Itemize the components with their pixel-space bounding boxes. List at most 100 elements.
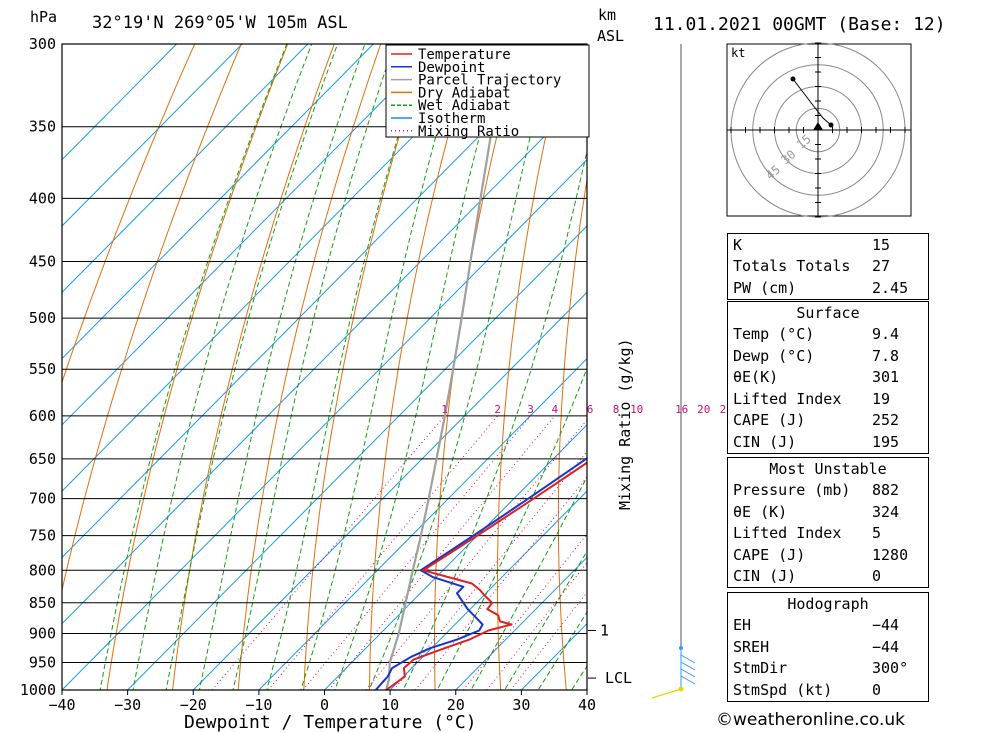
indices-panel-surface: Surface Temp (°C) 9.4 Dewp (°C) 7.8 θE(K) 301 L… bbox=[727, 301, 929, 454]
temperature-tick-label: 20 bbox=[447, 696, 465, 714]
mixing-ratio-label: 20 bbox=[697, 403, 710, 416]
isotherm-line bbox=[455, 556, 587, 690]
index-label: K bbox=[733, 235, 743, 254]
legend-label: Dewpoint bbox=[418, 60, 485, 76]
height-marker-label: 1 bbox=[600, 621, 609, 639]
index-label: Lifted Index bbox=[733, 389, 842, 408]
index-value: 0 bbox=[872, 680, 882, 699]
hodograph-trace bbox=[792, 78, 832, 126]
temperature-tick-label: 10 bbox=[381, 696, 399, 714]
pressure-tick-label: 500 bbox=[29, 309, 56, 327]
legend-label: Mixing Ratio bbox=[418, 124, 519, 140]
hodograph-point bbox=[790, 76, 796, 82]
index-row: Temp (°C) 9.4 bbox=[728, 324, 928, 346]
pressure-tick-label: 600 bbox=[29, 407, 56, 425]
indices-panel-hodograph: Hodograph EH −44 SREH −44 StmDir 300° StmSpd (k… bbox=[727, 592, 929, 702]
isotherm-line bbox=[192, 291, 587, 690]
y-axis-right-label: Mixing Ratio (g/kg) bbox=[616, 338, 634, 510]
index-row: θE (K) 324 bbox=[728, 501, 928, 523]
index-row: CIN (J) 195 bbox=[728, 431, 928, 453]
mixing-ratio-label: 3 bbox=[527, 403, 534, 416]
mixing-ratio-line bbox=[486, 562, 587, 690]
index-value: 252 bbox=[872, 411, 900, 430]
wet-adiabat-line bbox=[132, 44, 313, 690]
pressure-tick-label: 300 bbox=[29, 35, 56, 53]
index-value: 15 bbox=[872, 235, 891, 254]
index-row: StmSpd (kt) 0 bbox=[728, 679, 928, 701]
isotherm-line bbox=[62, 92, 587, 625]
isotherm-line bbox=[62, 44, 374, 360]
index-row: Totals Totals 27 bbox=[728, 256, 928, 278]
dry-adiabat-line bbox=[675, 0, 726, 716]
temperature-tick-label: 0 bbox=[320, 696, 329, 714]
index-row: PW (cm) 2.45 bbox=[728, 277, 928, 299]
hpa-label: hPa bbox=[30, 8, 57, 26]
index-row: Lifted Index 19 bbox=[728, 388, 928, 410]
pressure-tick-label: 1000 bbox=[20, 681, 56, 699]
index-value: 1280 bbox=[872, 545, 909, 564]
isotherm-line bbox=[62, 44, 506, 492]
isotherm-line bbox=[62, 44, 243, 227]
pressure-tick-label: 650 bbox=[29, 450, 56, 468]
index-value: 7.8 bbox=[872, 346, 900, 365]
section-title: Hodograph bbox=[787, 594, 869, 613]
pressure-tick-label: 550 bbox=[29, 360, 56, 378]
index-value: 27 bbox=[872, 257, 891, 276]
index-label: CAPE (J) bbox=[733, 545, 806, 564]
height-markers: 1 LCL bbox=[588, 621, 632, 687]
mixing-ratio-line bbox=[365, 418, 587, 690]
pressure-tick-label: 700 bbox=[29, 490, 56, 508]
mixing-ratio-label: 16 bbox=[675, 403, 688, 416]
isotherm-line bbox=[62, 44, 440, 426]
indices-panel-top: K 15 Totals Totals 27 PW (cm) 2.45 bbox=[727, 233, 929, 300]
dry-adiabat-line bbox=[62, 44, 196, 384]
asl-label: ASL bbox=[597, 27, 624, 45]
temperature-tick-label: −30 bbox=[114, 696, 141, 714]
temperature-tick-label: −20 bbox=[180, 696, 207, 714]
wet-adiabat-line bbox=[334, 44, 505, 690]
index-row: CAPE (J) 252 bbox=[728, 410, 928, 432]
hodograph-point bbox=[828, 122, 834, 128]
section-title: Surface bbox=[796, 303, 860, 322]
index-row: CAPE (J) 1280 bbox=[728, 544, 928, 566]
index-row: CIN (J) 0 bbox=[728, 566, 928, 588]
mixing-ratio-label: 2 bbox=[494, 403, 501, 416]
index-row: K 15 bbox=[728, 234, 928, 256]
wet-adiabat-line bbox=[232, 44, 395, 690]
wet-adiabat-line bbox=[470, 475, 587, 690]
indices-panel-most-unstable: Most Unstable Pressure (mb) 882 θE (K) 324 Li… bbox=[727, 457, 929, 588]
index-value: 300° bbox=[872, 659, 909, 678]
index-label: Temp (°C) bbox=[733, 325, 815, 344]
mixing-ratio-line bbox=[462, 533, 587, 690]
index-row: EH −44 bbox=[728, 615, 928, 637]
index-value: 5 bbox=[872, 524, 882, 543]
pressure-tick-label: 950 bbox=[29, 653, 56, 671]
isotherm-line bbox=[127, 225, 587, 690]
wet-adiabat-line bbox=[99, 44, 288, 690]
plot-frame bbox=[61, 43, 588, 691]
index-label: SREH bbox=[733, 637, 770, 656]
index-label: Pressure (mb) bbox=[733, 481, 851, 500]
index-label: StmSpd (kt) bbox=[733, 680, 833, 699]
index-value: 882 bbox=[872, 481, 900, 500]
isotherm-line bbox=[389, 490, 587, 690]
pressure-tick-label: 750 bbox=[29, 527, 56, 545]
wet-adiabat-line bbox=[165, 44, 339, 690]
temperature-tick-label: −10 bbox=[245, 696, 272, 714]
surface-wind-barb bbox=[651, 646, 696, 699]
index-value: 324 bbox=[872, 502, 900, 521]
index-label: StmDir bbox=[733, 659, 788, 678]
legend-label: Wet Adiabat bbox=[418, 98, 511, 114]
isotherm-line bbox=[62, 44, 571, 559]
temperature-tick-label: 30 bbox=[512, 696, 530, 714]
pressure-tick-label: 400 bbox=[29, 189, 56, 207]
legend-label: Dry Adiabat bbox=[418, 85, 511, 101]
datetime-title: 11.01.2021 00GMT (Base: 12) bbox=[653, 14, 946, 35]
x-axis-label: Dewpoint / Temperature (°C) bbox=[184, 712, 477, 733]
legend-label: Parcel Trajectory bbox=[418, 73, 561, 89]
mixing-ratio-label: 10 bbox=[630, 403, 643, 416]
index-value: 19 bbox=[872, 389, 891, 408]
